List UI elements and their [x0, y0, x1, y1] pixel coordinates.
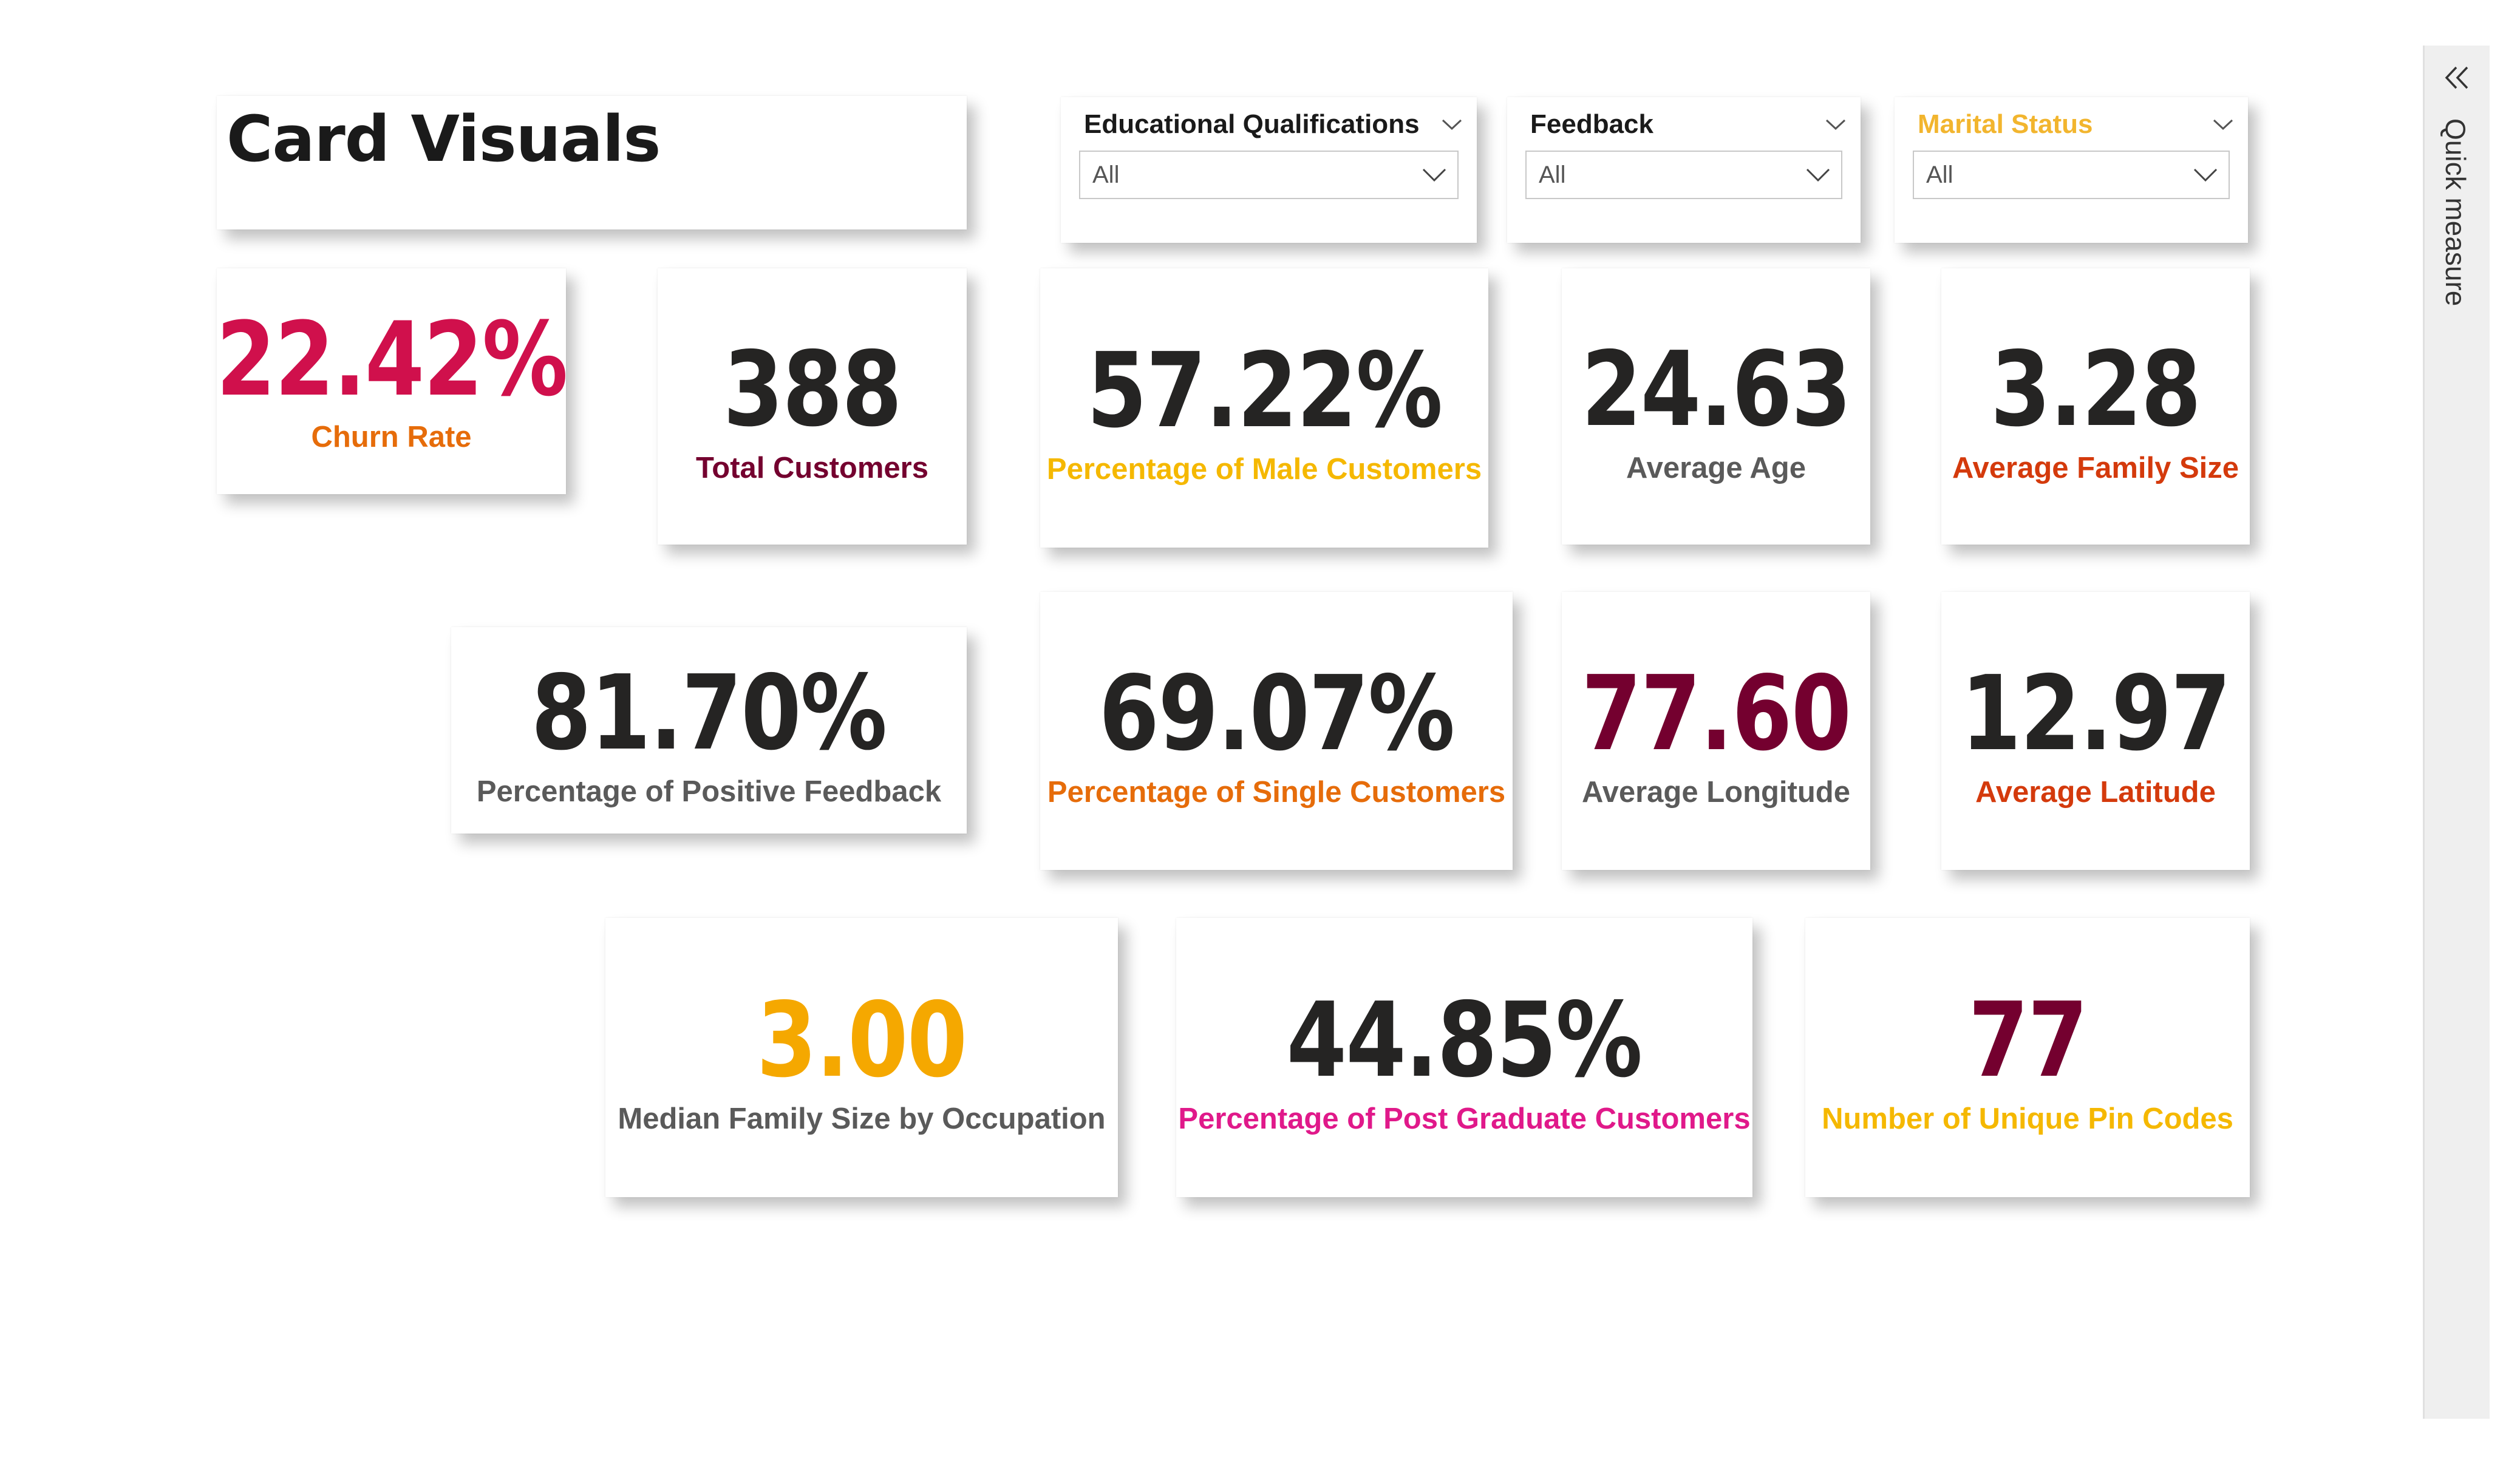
slicer-header[interactable]: Marital Status: [1918, 106, 2233, 143]
card-label: Percentage of Positive Feedback: [476, 775, 942, 808]
card-label: Percentage of Post Graduate Customers: [1178, 1102, 1751, 1135]
quick-measure-label[interactable]: Quick measure: [2440, 118, 2471, 307]
slicer-dropdown[interactable]: All: [1913, 151, 2230, 199]
title-card: Card Visuals: [217, 96, 967, 229]
slicer-dropdown[interactable]: All: [1079, 151, 1459, 199]
slicer-selected-value: All: [1539, 161, 1566, 188]
card-label: Percentage of Male Customers: [1046, 453, 1482, 486]
card-label: Average Age: [1626, 451, 1806, 484]
slicer-dropdown[interactable]: All: [1525, 151, 1842, 199]
card-value: 12.97: [1961, 654, 2231, 774]
card-single-customers: 69.07% Percentage of Single Customers: [1040, 592, 1513, 870]
card-churn-rate: 22.42% Churn Rate: [216, 268, 568, 494]
card-value: 57.22%: [1086, 331, 1443, 451]
card-value: 77: [1968, 980, 2088, 1101]
slicer-educational-qualifications[interactable]: Educational Qualifications All: [1061, 97, 1477, 243]
chevron-down-icon[interactable]: [1422, 168, 1446, 182]
card-unique-pin-codes: 77 Number of Unique Pin Codes: [1805, 918, 2250, 1197]
card-average-latitude: 12.97 Average Latitude: [1941, 592, 2250, 870]
page-title: Card Visuals: [226, 102, 661, 176]
slicer-header[interactable]: Feedback: [1530, 106, 1846, 143]
card-average-family-size: 3.28 Average Family Size: [1941, 268, 2250, 545]
card-value: 24.63: [1581, 329, 1851, 450]
card-label: Number of Unique Pin Codes: [1822, 1102, 2233, 1135]
card-label: Average Family Size: [1952, 451, 2239, 484]
chevron-down-icon[interactable]: [1806, 168, 1830, 182]
slicer-marital-status[interactable]: Marital Status All: [1895, 97, 2248, 243]
card-value: 44.85%: [1287, 980, 1643, 1101]
card-label: Churn Rate: [311, 421, 472, 453]
card-label: Average Longitude: [1582, 776, 1850, 809]
card-value: 388: [723, 329, 902, 450]
card-median-family-size: 3.00 Median Family Size by Occupation: [605, 918, 1118, 1197]
card-value: 69.07%: [1098, 654, 1455, 774]
card-label: Average Latitude: [1975, 776, 2216, 809]
quick-measure-pane[interactable]: Quick measure: [2423, 46, 2490, 1419]
slicer-selected-value: All: [1926, 161, 1953, 188]
slicer-title: Feedback: [1530, 109, 1653, 139]
card-post-graduate-customers: 44.85% Percentage of Post Graduate Custo…: [1176, 918, 1752, 1197]
chevron-down-icon[interactable]: [1825, 118, 1846, 131]
slicer-title: Marital Status: [1918, 109, 2093, 139]
slicer-title: Educational Qualifications: [1084, 109, 1420, 139]
card-value: 77.60: [1581, 654, 1851, 774]
chevron-down-icon[interactable]: [2213, 118, 2233, 131]
card-value: 3.28: [1990, 329, 2201, 450]
slicer-selected-value: All: [1092, 161, 1120, 188]
card-average-age: 24.63 Average Age: [1562, 268, 1870, 545]
card-positive-feedback: 81.70% Percentage of Positive Feedback: [451, 627, 967, 834]
card-label: Total Customers: [696, 451, 928, 484]
chevron-down-icon[interactable]: [1442, 118, 1462, 131]
card-label: Percentage of Single Customers: [1047, 776, 1506, 809]
card-value: 3.00: [757, 980, 967, 1101]
card-label: Median Family Size by Occupation: [618, 1102, 1106, 1135]
card-value: 81.70%: [531, 653, 887, 773]
chevron-down-icon[interactable]: [2193, 168, 2218, 182]
slicer-header[interactable]: Educational Qualifications: [1084, 106, 1462, 143]
card-value: 22.42%: [216, 300, 568, 419]
double-chevron-left-icon[interactable]: [2443, 64, 2471, 94]
card-male-customers: 57.22% Percentage of Male Customers: [1040, 268, 1488, 548]
slicer-feedback[interactable]: Feedback All: [1507, 97, 1861, 243]
card-total-customers: 388 Total Customers: [658, 268, 967, 545]
card-average-longitude: 77.60 Average Longitude: [1562, 592, 1870, 870]
